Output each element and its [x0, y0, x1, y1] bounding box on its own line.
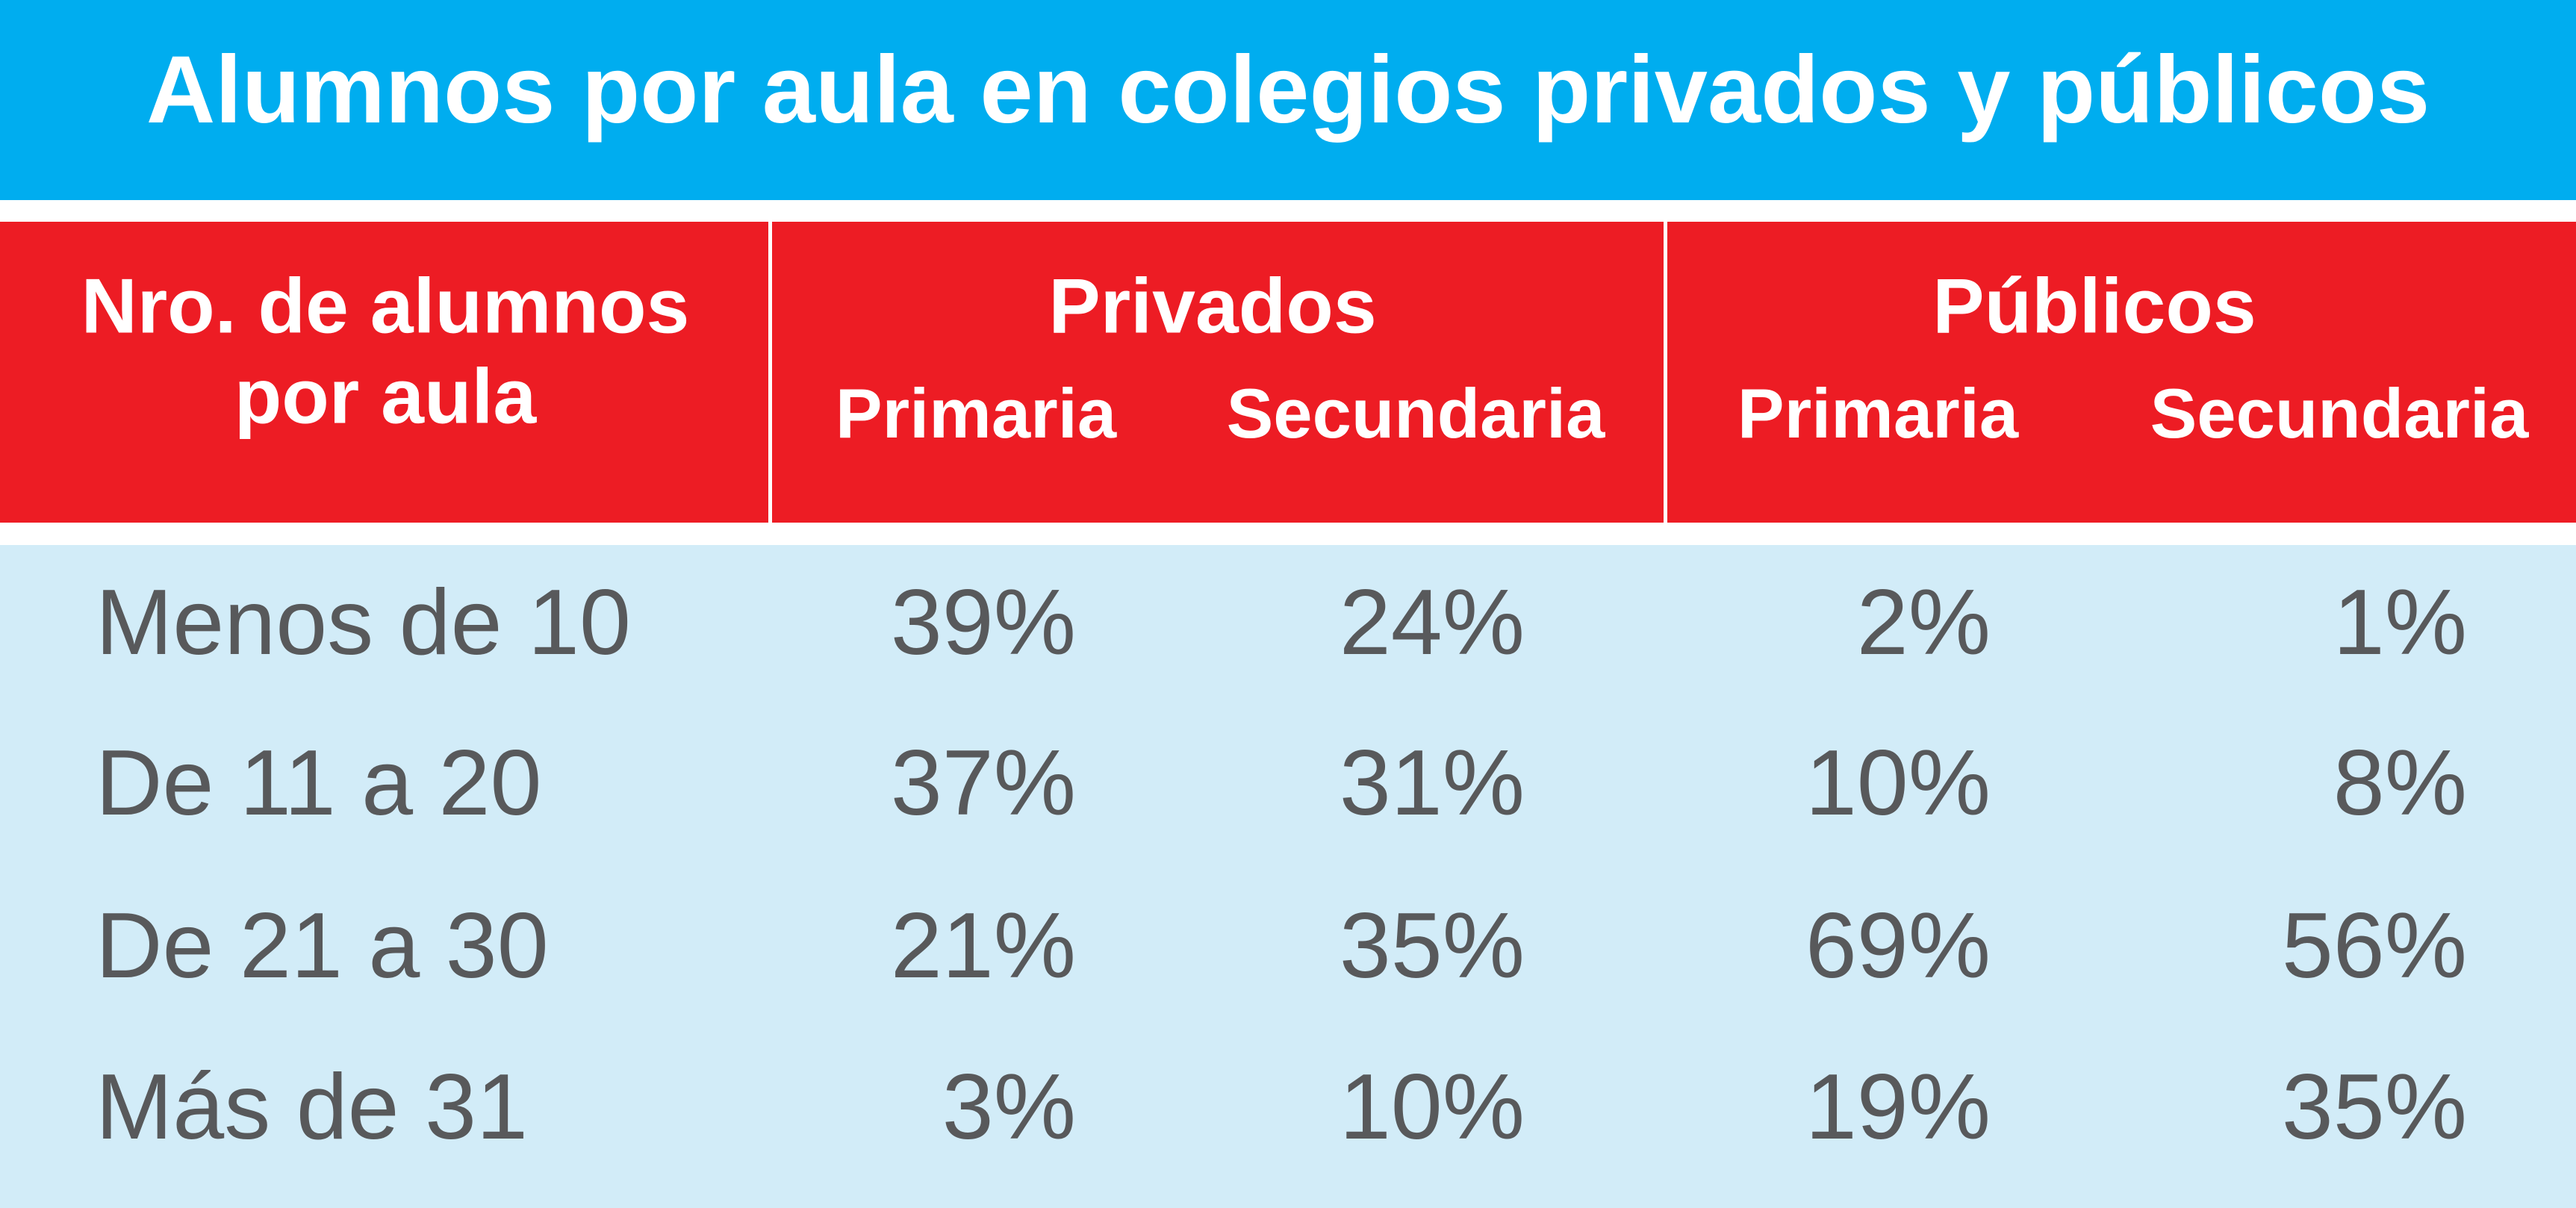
divider: [768, 222, 772, 523]
cell: 19%: [1805, 1056, 1991, 1159]
cell: 21%: [891, 894, 1076, 997]
row-label: De 21 a 30: [96, 894, 549, 997]
header-band: [0, 222, 2576, 523]
column-header: Primaria: [836, 374, 1117, 452]
cell: 56%: [2282, 894, 2467, 997]
cell: 31%: [1340, 732, 1525, 835]
cell: 3%: [942, 1056, 1076, 1159]
group-header: Públicos: [1932, 263, 2256, 349]
cell: 10%: [1340, 1056, 1525, 1159]
row-label: De 11 a 20: [96, 732, 541, 835]
title-bar: [0, 0, 2576, 200]
cell: 8%: [2333, 732, 2467, 835]
cell: 24%: [1340, 571, 1525, 674]
cell: 10%: [1805, 732, 1991, 835]
row-header: por aula: [234, 353, 538, 440]
cell: 69%: [1805, 894, 1991, 997]
row-label: Más de 31: [96, 1056, 528, 1159]
cell: 1%: [2333, 571, 2467, 674]
body-band: [0, 545, 2576, 1208]
column-header: Secundaria: [2150, 374, 2529, 452]
title: Alumnos por aula en colegios privados y …: [146, 37, 2430, 143]
cell: 39%: [891, 571, 1076, 674]
row-label: Menos de 10: [96, 571, 631, 674]
column-header: Primaria: [1737, 374, 2019, 452]
column-header: Secundaria: [1227, 374, 1605, 452]
cell: 35%: [2282, 1056, 2467, 1159]
row-header: Nro. de alumnos: [81, 263, 690, 349]
group-header: Privados: [1048, 263, 1376, 349]
cell: 2%: [1857, 571, 1991, 674]
cell: 37%: [891, 732, 1076, 835]
cell: 35%: [1340, 894, 1525, 997]
divider: [1664, 222, 1667, 523]
